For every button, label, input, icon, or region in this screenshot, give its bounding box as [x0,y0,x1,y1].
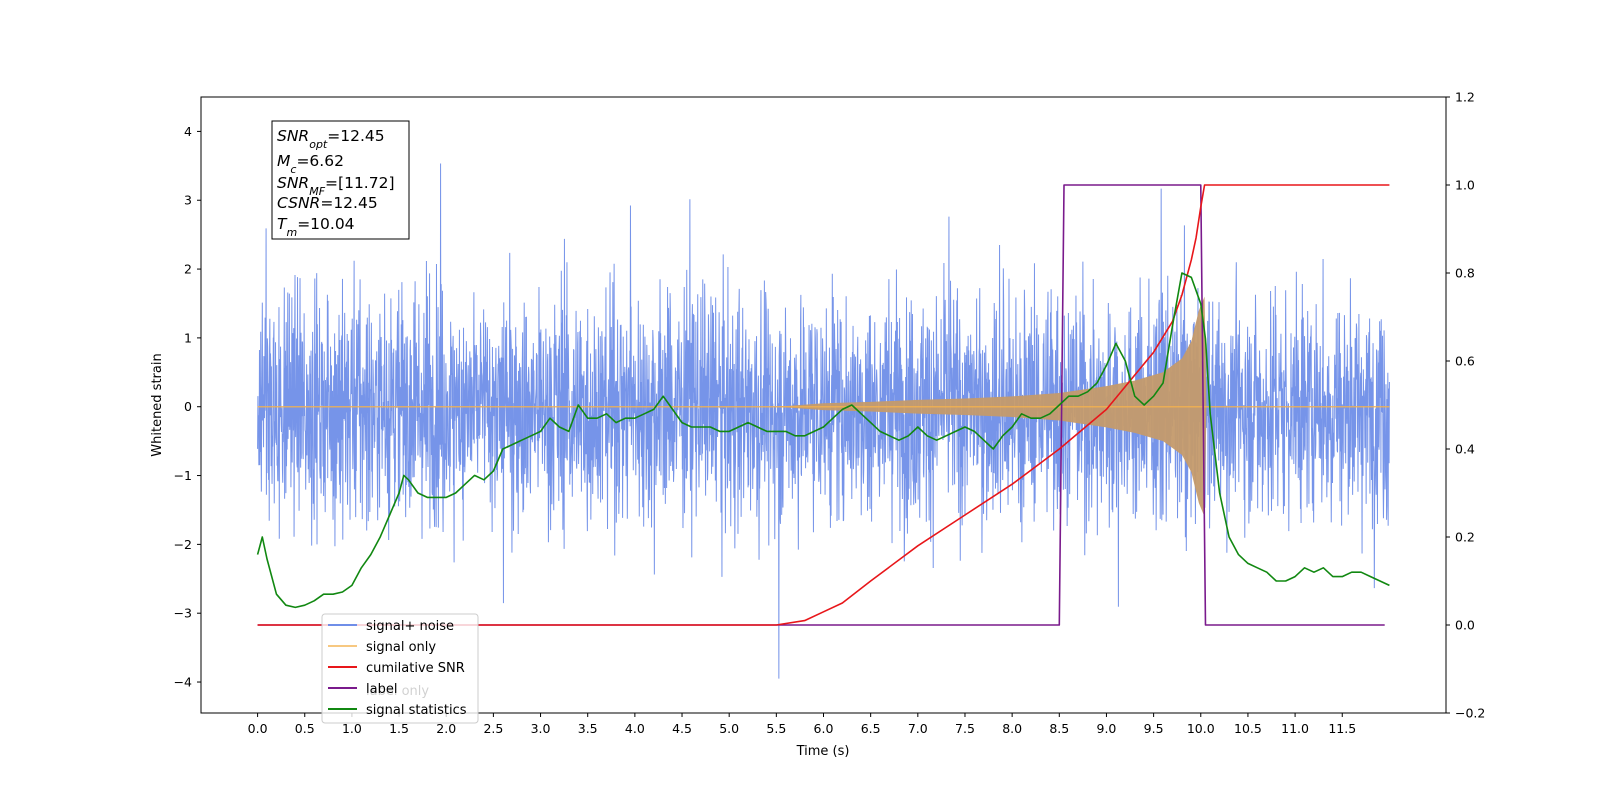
x-tick-label: 3.0 [531,721,551,736]
y2-tick-label: 0.0 [1455,618,1475,633]
y-tick-label: 3 [184,193,192,208]
y-axis-ticks: −4 −3 −2 −1 0 1 2 3 4 [174,124,201,690]
annotation-snr-opt: SNRopt=12.45 [277,127,385,151]
x-tick-label: 7.5 [955,721,975,736]
svg-text:cumilative SNR: cumilative SNR [366,661,465,676]
x-tick-label: 5.0 [719,721,739,736]
x-tick-label: 6.0 [814,721,834,736]
x-tick-label: 7.0 [908,721,928,736]
y-tick-label: 0 [184,399,192,414]
x-tick-label: 6.5 [861,721,881,736]
y-tick-label: 4 [184,124,192,139]
legend-obscured-text: label only [366,684,429,699]
legend: label only signal+ noise signal only cum… [321,613,479,724]
annotation-snr-mf: SNRMF=[11.72] [277,174,395,198]
signal-only-series [257,296,1390,517]
x-tick-label: 3.5 [578,721,598,736]
x-tick-label: 8.0 [1002,721,1022,736]
svg-text:label: label [366,682,397,697]
x-tick-label: 0.0 [248,721,268,736]
annotation-mc: Mc=6.62 [277,152,344,176]
svg-text:signal statistics: signal statistics [366,703,467,718]
y2-tick-label: 1.0 [1455,178,1475,193]
x-tick-label: 9.5 [1144,721,1164,736]
legend-entry-label: label [328,682,397,697]
annotation-csnr: CSNR=12.45 [277,194,378,212]
x-tick-label: 8.5 [1049,721,1069,736]
signal-statistics-line [256,272,1390,609]
x-tick-label: 2.0 [436,721,456,736]
y-tick-label: −3 [174,606,192,621]
x-axis-ticks: 0.0 0.5 1.0 1.5 2.0 2.5 3.0 3.5 4.0 4.5 5.0 5.5 6.0 6… [248,713,1356,736]
label-line [257,184,1385,626]
x-tick-label: 0.5 [295,721,315,736]
annotation-box: SNRopt=12.45 Mc=6.62 SNRMF=[11.72] CSNR=… [271,120,410,240]
y2-tick-label: 0.2 [1455,530,1475,545]
legend-entry-csnr: cumilative SNR [328,661,465,676]
x-tick-label: 5.5 [766,721,786,736]
svg-text:signal only: signal only [366,640,436,655]
y2-tick-label: −0.2 [1455,706,1485,721]
y-tick-label: −2 [174,537,192,552]
y2-tick-label: 0.8 [1455,266,1475,281]
x-tick-label: 11.5 [1328,721,1356,736]
legend-entry-noise: signal+ noise [328,619,454,634]
x-tick-label: 10.0 [1187,721,1215,736]
legend-entry-stats: signal statistics [328,703,467,718]
y2-axis-ticks: −0.2 0.0 0.2 0.4 0.6 0.8 1.0 1.2 [1446,90,1485,721]
y2-tick-label: 1.2 [1455,90,1475,105]
cumulative-snr-line [257,184,1390,626]
y-tick-label: 1 [184,330,192,345]
annotation-tm: Tm=10.04 [277,215,355,239]
y2-tick-label: 0.6 [1455,354,1475,369]
y2-tick-label: 0.4 [1455,442,1475,457]
x-tick-label: 4.5 [672,721,692,736]
x-tick-label: 11.0 [1281,721,1309,736]
x-tick-label: 1.0 [342,721,362,736]
y-axis-label: Whitened strain [150,353,165,456]
y-tick-label: −4 [174,675,192,690]
x-tick-label: 1.5 [389,721,409,736]
svg-text:signal+ noise: signal+ noise [366,619,454,634]
x-tick-label: 4.0 [625,721,645,736]
x-tick-label: 2.5 [483,721,503,736]
x-tick-label: 10.5 [1234,721,1262,736]
legend-entry-signal: signal only [328,640,436,655]
x-axis-label: Time (s) [796,744,850,759]
right-axis-series [256,184,1390,626]
y-tick-label: 2 [184,262,192,277]
x-tick-label: 9.0 [1097,721,1117,736]
y-tick-label: −1 [174,468,192,483]
